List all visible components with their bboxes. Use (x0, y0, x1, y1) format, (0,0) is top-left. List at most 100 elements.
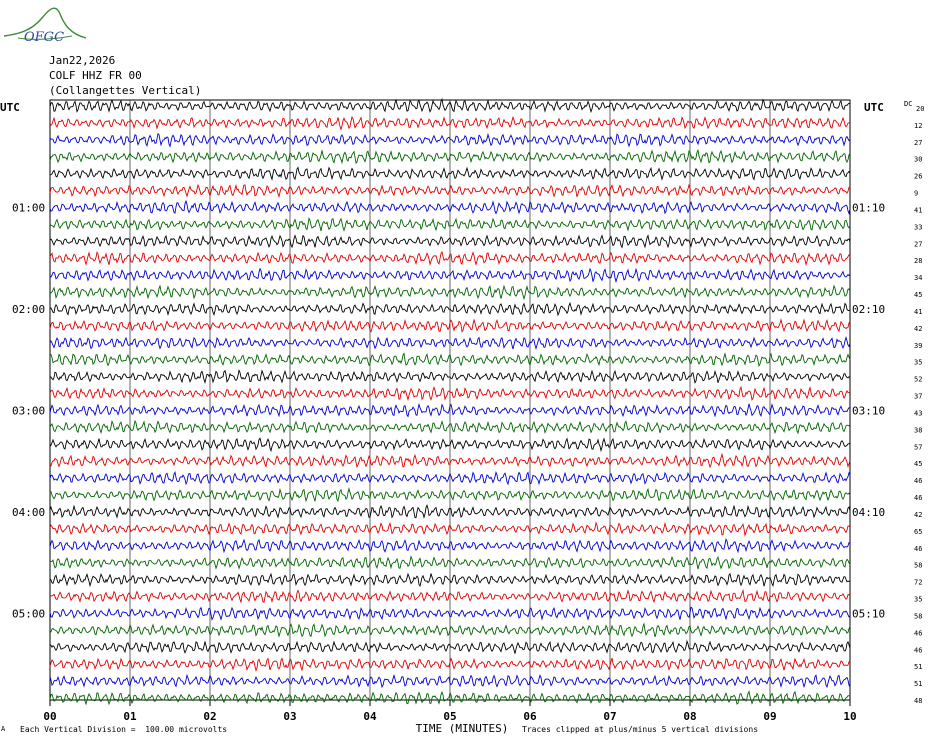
footer-mark: A (1, 725, 6, 733)
right-hour-label: 03:10 (852, 404, 885, 417)
seismic-trace (49, 284, 851, 301)
station-label: COLF HHZ FR 00 (49, 69, 142, 82)
dc-value: 42 (914, 511, 922, 519)
seismic-trace (49, 503, 851, 519)
left-hour-label: 02:00 (12, 303, 45, 316)
seismic-trace (49, 352, 851, 368)
dc-value: 35 (914, 359, 922, 367)
dc-value: 41 (914, 308, 922, 316)
right-hour-label: 02:10 (852, 303, 885, 316)
seismic-trace (49, 690, 851, 706)
x-tick-label: 07 (603, 710, 616, 723)
seismic-trace (49, 148, 851, 165)
dc-label: DC (904, 100, 912, 108)
seismic-trace (49, 437, 851, 453)
seismic-trace (49, 368, 851, 384)
right-hour-label: 05:10 (852, 607, 885, 620)
x-tick-label: 01 (123, 710, 137, 723)
dc-value: 38 (914, 426, 922, 434)
dc-value: 46 (914, 477, 922, 485)
dc-value: 48 (914, 697, 922, 705)
dc-value: 27 (914, 240, 922, 248)
right-utc-label: UTC (864, 101, 884, 114)
seismic-trace (49, 588, 851, 604)
seismic-trace (49, 419, 851, 435)
x-tick-label: 05 (443, 710, 456, 723)
x-tick-label: 08 (683, 710, 696, 723)
clip-note: Traces clipped at plus/minus 5 vertical … (522, 725, 759, 734)
seismic-trace (49, 267, 851, 284)
x-tick-label: 03 (283, 710, 296, 723)
seismic-trace (49, 234, 851, 249)
dc-value: 35 (914, 596, 922, 604)
seismic-trace (49, 521, 851, 537)
dc-value: 12 (914, 122, 922, 130)
seismic-trace (49, 216, 851, 232)
seismic-trace (49, 572, 851, 588)
seismic-trace (49, 639, 851, 654)
dc-value: 52 (914, 376, 922, 384)
seismic-traces (49, 97, 851, 706)
dc-value: 72 (914, 579, 922, 587)
x-tick-label: 09 (763, 710, 776, 723)
dc-value: 41 (914, 206, 922, 214)
seismic-trace (49, 97, 851, 114)
seismic-trace (49, 301, 851, 317)
seismic-trace (49, 402, 851, 418)
seismic-trace (49, 606, 851, 621)
seismic-trace (49, 199, 851, 215)
seismic-trace (49, 183, 851, 199)
dc-value: 58 (914, 562, 922, 570)
dc-value: 28 (914, 257, 922, 265)
dc-value: 51 (914, 680, 922, 688)
dc-value: 26 (914, 173, 922, 181)
seismic-trace (49, 250, 851, 267)
dc-value: 43 (914, 409, 922, 417)
dc-value: 58 (914, 612, 922, 620)
seismic-trace (49, 673, 851, 689)
seismic-trace (49, 487, 851, 503)
x-tick-label: 00 (43, 710, 56, 723)
seismic-trace (49, 166, 851, 182)
x-tick-label: 06 (523, 710, 537, 723)
seismic-trace (49, 115, 851, 131)
seismic-trace (49, 132, 851, 148)
dc-value: 46 (914, 494, 922, 502)
left-hour-label: 01:00 (12, 201, 45, 214)
axis-labels: 00 01 02 03 04 05 06 07 08 09 10 TIME (MINUTES) UTC U… (0, 100, 924, 735)
dc-value: 27 (914, 139, 922, 147)
seismic-trace (49, 555, 851, 570)
division-note: Each Vertical Division = 100.00 microvol… (20, 725, 228, 734)
seismic-trace (49, 452, 851, 469)
seismic-trace (49, 336, 851, 350)
left-hour-label: 05:00 (12, 607, 45, 620)
right-hour-label: 04:10 (852, 506, 885, 519)
seismic-trace (49, 657, 851, 672)
dc-value: 46 (914, 545, 922, 553)
dc-value: 46 (914, 646, 922, 654)
seismic-trace (49, 385, 851, 402)
dc-value: 42 (914, 325, 922, 333)
dc-value: 20 (916, 105, 924, 113)
dc-value: 45 (914, 291, 922, 299)
dc-value: 34 (914, 274, 922, 282)
x-tick-label: 04 (363, 710, 377, 723)
dc-value: 65 (914, 528, 922, 536)
dc-value: 46 (914, 629, 922, 637)
dc-value: 45 (914, 460, 922, 468)
ofgc-logo: OFGC (3, 7, 87, 45)
plot-grid (49, 99, 851, 706)
dc-value: 51 (914, 663, 922, 671)
left-hour-label: 04:00 (12, 506, 45, 519)
dc-value: 39 (914, 342, 922, 350)
dc-value: 57 (914, 443, 922, 451)
x-axis-title: TIME (MINUTES) (416, 722, 509, 735)
left-hour-label: 03:00 (12, 404, 45, 417)
dc-value: 33 (914, 223, 922, 231)
dc-value: 37 (914, 393, 922, 401)
x-tick-label: 02 (203, 710, 216, 723)
seismic-trace (49, 538, 851, 554)
dc-value: 9 (914, 190, 918, 198)
logo-text: OFGC (24, 30, 64, 45)
